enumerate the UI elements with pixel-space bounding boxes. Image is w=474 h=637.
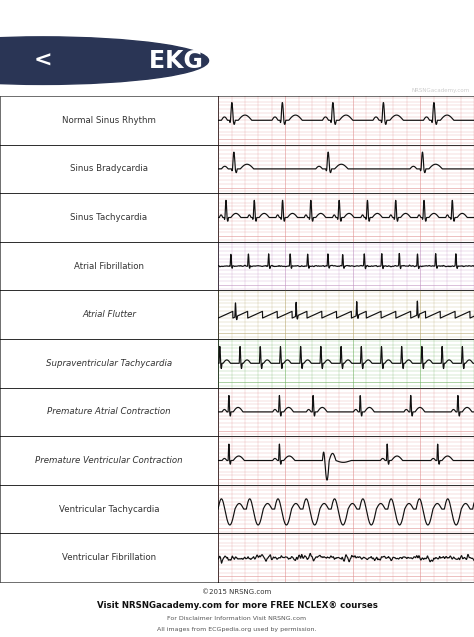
Text: Visit NRSNGacademy.com for more FREE NCLEX® courses: Visit NRSNGacademy.com for more FREE NCL… bbox=[97, 601, 377, 610]
Text: Premature Ventricular Contraction: Premature Ventricular Contraction bbox=[35, 456, 183, 465]
Text: All images from ECGpedia.org used by permission.: All images from ECGpedia.org used by per… bbox=[157, 627, 317, 632]
Text: Ventricular Tachycardia: Ventricular Tachycardia bbox=[59, 505, 159, 513]
Text: 21:18: 21:18 bbox=[219, 9, 255, 19]
Text: 82% □: 82% □ bbox=[410, 10, 441, 18]
Text: Premature Atrial Contraction: Premature Atrial Contraction bbox=[47, 408, 171, 417]
Text: Atrial Fibrillation: Atrial Fibrillation bbox=[74, 262, 144, 271]
Text: <: < bbox=[33, 50, 52, 71]
Circle shape bbox=[0, 37, 209, 85]
Text: Ventricular Fibrillation: Ventricular Fibrillation bbox=[62, 553, 156, 562]
Text: ©2015 NRSNG.com: ©2015 NRSNG.com bbox=[202, 589, 272, 594]
Text: Normal Sinus Rhythm: Normal Sinus Rhythm bbox=[62, 116, 156, 125]
Text: .all AT&T ➠: .all AT&T ➠ bbox=[24, 10, 74, 18]
Text: Supraventricular Tachycardia: Supraventricular Tachycardia bbox=[46, 359, 172, 368]
Text: EKG Interpretation: EKG Interpretation bbox=[149, 48, 401, 73]
Text: NRSNGacademy.com: NRSNGacademy.com bbox=[411, 88, 469, 92]
Text: Sinus Bradycardia: Sinus Bradycardia bbox=[70, 164, 148, 173]
Text: For Disclaimer Information Visit NRSNG.com: For Disclaimer Information Visit NRSNG.c… bbox=[167, 616, 307, 621]
Text: Atrial Flutter: Atrial Flutter bbox=[82, 310, 136, 319]
Text: Sinus Tachycardia: Sinus Tachycardia bbox=[71, 213, 147, 222]
